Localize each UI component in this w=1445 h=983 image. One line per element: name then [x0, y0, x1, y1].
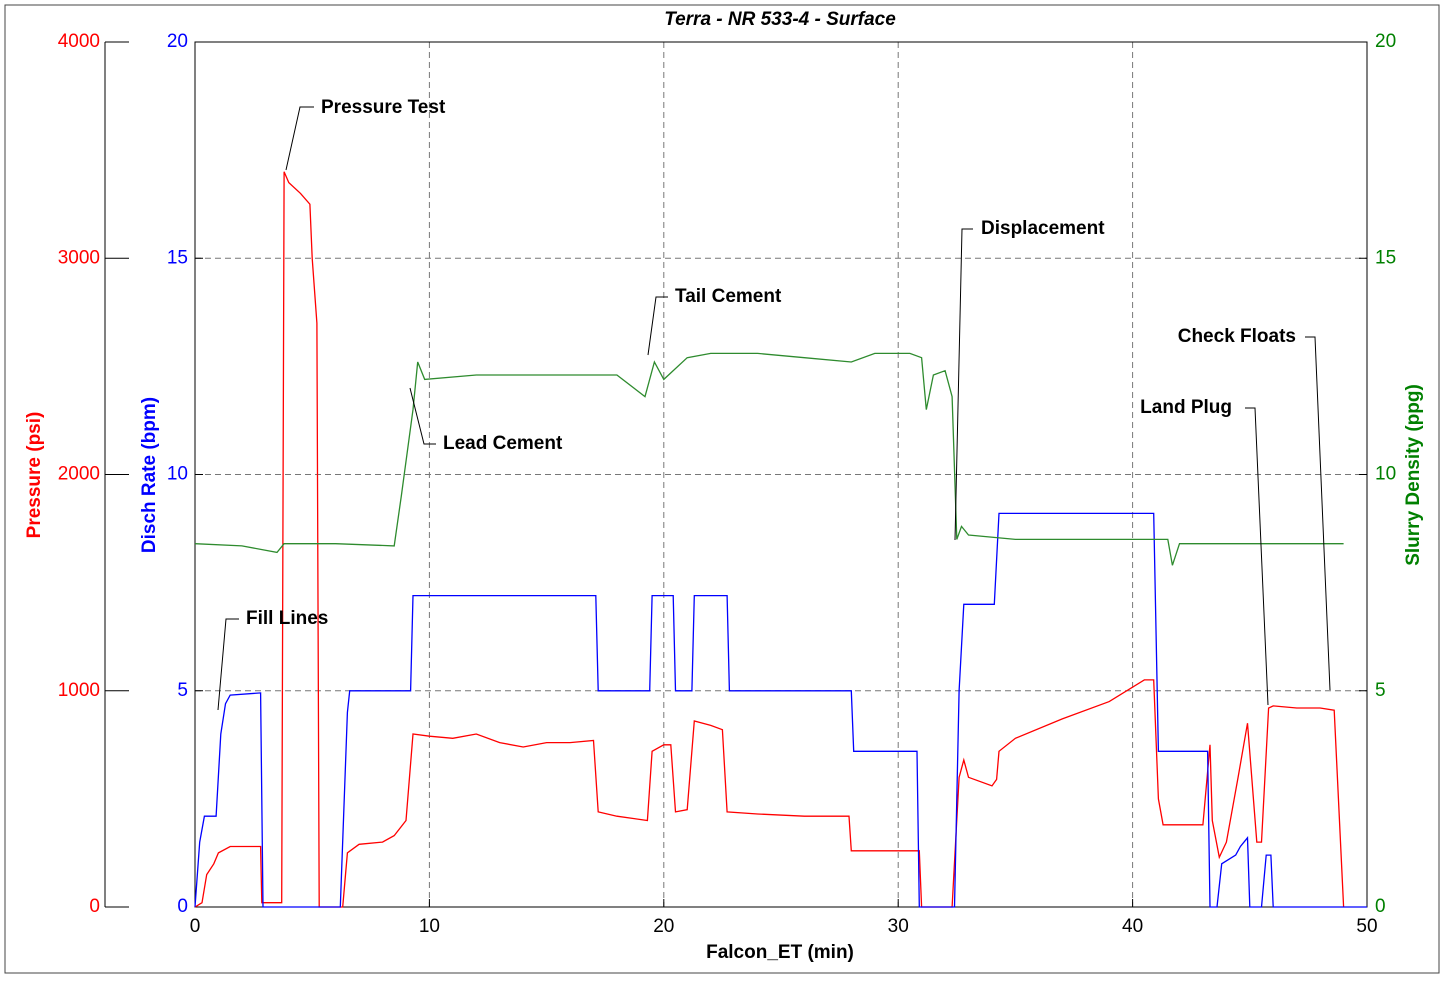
- x-axis-label: Falcon_ET (min): [706, 942, 854, 963]
- y3-tick-label: 1000: [58, 680, 100, 701]
- x-tick-label: 40: [1122, 916, 1143, 937]
- x-tick-label: 30: [888, 916, 909, 937]
- annotation-leader: [1305, 336, 1331, 691]
- series-line: [194, 171, 1345, 908]
- annotation: Fill Lines: [246, 608, 328, 629]
- chart-title: Terra - NR 533-4 - Surface: [664, 9, 896, 30]
- y2-tick-label: 0: [1375, 896, 1386, 917]
- x-tick-label: 0: [190, 916, 201, 937]
- y-tick-label: 5: [177, 680, 188, 701]
- y3-axis-label: Pressure (psi): [24, 412, 45, 539]
- x-tick-label: 10: [419, 916, 440, 937]
- y3-tick-label: 0: [89, 896, 100, 917]
- y-tick-label: 20: [167, 31, 188, 52]
- y2-tick-label: 5: [1375, 680, 1386, 701]
- annotation: Pressure Test: [321, 97, 446, 118]
- outer-border: [4, 4, 1440, 974]
- annotation: Land Plug: [1140, 397, 1232, 418]
- annotation: Lead Cement: [443, 433, 563, 454]
- annotation-leader: [409, 387, 436, 445]
- y2-tick-label: 20: [1375, 31, 1396, 52]
- series-line: [194, 512, 1367, 908]
- annotation: Displacement: [981, 218, 1105, 239]
- annotation-leader: [954, 228, 973, 541]
- y3-tick-label: 2000: [58, 464, 100, 485]
- y2-axis-label: Slurry Density (ppg): [1403, 384, 1424, 566]
- y3-tick-label: 3000: [58, 247, 100, 268]
- series-line: [194, 352, 1344, 566]
- y-tick-label: 15: [167, 247, 188, 268]
- y-axis-label: Disch Rate (bpm): [139, 397, 160, 553]
- annotation-leader: [647, 296, 668, 356]
- x-tick-label: 50: [1356, 916, 1377, 937]
- annotation: Check Floats: [1178, 326, 1296, 347]
- y-tick-label: 10: [167, 464, 188, 485]
- annotation: Tail Cement: [675, 286, 782, 307]
- y-tick-label: 0: [177, 896, 188, 917]
- annotation-leader: [285, 106, 314, 171]
- y2-tick-label: 10: [1375, 464, 1396, 485]
- annotation-leader: [1245, 407, 1269, 706]
- y3-tick-label: 4000: [58, 31, 100, 52]
- x-tick-label: 20: [653, 916, 674, 937]
- annotation-leader: [217, 618, 239, 711]
- y2-tick-label: 15: [1375, 247, 1396, 268]
